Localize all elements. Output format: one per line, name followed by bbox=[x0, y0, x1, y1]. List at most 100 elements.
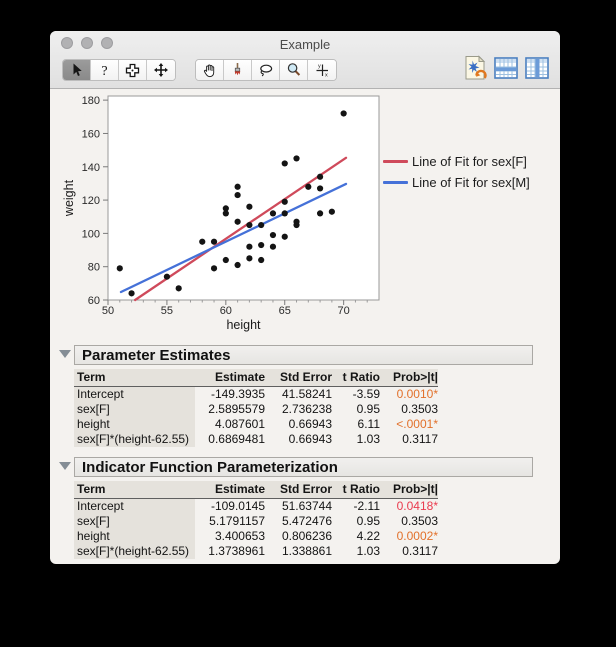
value-cell: 0.3503 bbox=[401, 402, 438, 416]
data-point[interactable] bbox=[128, 290, 135, 297]
hand-icon bbox=[203, 64, 215, 77]
x-axis-label: height bbox=[226, 318, 261, 332]
window-chrome: Example ? bbox=[50, 31, 560, 89]
x-tick-label: 65 bbox=[279, 305, 291, 317]
window-title: Example bbox=[279, 37, 331, 52]
value-cell: -149.3935 bbox=[210, 387, 265, 401]
data-point[interactable] bbox=[316, 210, 324, 217]
data-point[interactable] bbox=[281, 233, 288, 240]
rerun-script-button[interactable] bbox=[463, 55, 487, 81]
data-point[interactable] bbox=[246, 255, 253, 262]
data-table-columns-button[interactable] bbox=[525, 55, 549, 81]
section-header-parameter-estimates[interactable]: Parameter Estimates bbox=[74, 345, 533, 365]
data-point[interactable] bbox=[316, 173, 324, 180]
value-cell: 0.95 bbox=[356, 514, 380, 528]
value-cell: 0.806236 bbox=[281, 529, 332, 543]
data-point[interactable] bbox=[175, 285, 182, 292]
data-point[interactable] bbox=[246, 203, 253, 210]
term-cell: sex[F]*(height-62.55) bbox=[74, 544, 195, 559]
table-row[interactable]: height 4.087601 0.66943 6.11 <.0001* bbox=[74, 417, 438, 432]
data-point[interactable] bbox=[340, 110, 347, 117]
data-point[interactable] bbox=[328, 208, 335, 215]
table-row[interactable]: sex[F] 2.5895579 2.736238 0.95 0.3503 bbox=[74, 402, 438, 417]
minimize-button[interactable] bbox=[81, 37, 93, 49]
data-point[interactable] bbox=[305, 183, 312, 190]
data-point[interactable] bbox=[163, 273, 171, 280]
disclosure-triangle-parameter-estimates[interactable] bbox=[59, 350, 71, 358]
value-cell: -3.59 bbox=[352, 387, 380, 401]
plot-legend: Line of Fit for sex[F] Line of Fit for s… bbox=[383, 151, 530, 193]
data-point[interactable] bbox=[246, 243, 253, 250]
brush-tool-button[interactable] bbox=[224, 60, 252, 80]
zoom-button[interactable] bbox=[101, 37, 113, 49]
section-title: Indicator Function Parameterization bbox=[82, 459, 338, 476]
data-point[interactable] bbox=[258, 241, 265, 249]
term-cell: height bbox=[74, 417, 195, 432]
crosshair-tool-button[interactable]: y x bbox=[308, 60, 336, 80]
data-table-rows-icon bbox=[494, 57, 518, 79]
move-arrows-icon bbox=[154, 63, 168, 77]
table-row[interactable]: Intercept -149.3935 41.58241 -3.59 0.0010* bbox=[74, 387, 438, 402]
data-point[interactable] bbox=[210, 238, 218, 245]
table-row[interactable]: height 3.400653 0.806236 4.22 0.0002* bbox=[74, 529, 438, 544]
table-row[interactable]: sex[F] 5.1791157 5.472476 0.95 0.3503 bbox=[74, 514, 438, 529]
column-header: Estimate bbox=[195, 481, 265, 498]
value-cell: 0.0002* bbox=[396, 529, 438, 543]
column-header: Term bbox=[74, 481, 195, 498]
data-point[interactable] bbox=[234, 183, 241, 190]
titlebar[interactable]: Example bbox=[50, 31, 560, 57]
data-point[interactable] bbox=[234, 191, 241, 199]
section-header-indicator-function[interactable]: Indicator Function Parameterization bbox=[74, 457, 533, 477]
y-tick-label: 60 bbox=[88, 295, 100, 307]
data-point[interactable] bbox=[269, 210, 277, 217]
arrow-cursor-icon bbox=[73, 63, 82, 76]
data-point[interactable] bbox=[293, 221, 300, 229]
lasso-tool-button[interactable] bbox=[252, 60, 280, 80]
legend-item-sex-f: Line of Fit for sex[F] bbox=[383, 151, 530, 172]
table-row[interactable]: Intercept -109.0145 51.63744 -2.11 0.0418* bbox=[74, 499, 438, 514]
data-point[interactable] bbox=[281, 210, 288, 217]
help-tool-button[interactable]: ? bbox=[91, 60, 119, 80]
scroller-tool-button[interactable] bbox=[147, 60, 175, 80]
y-tick-label: 120 bbox=[82, 195, 100, 207]
value-cell: 0.0418* bbox=[396, 499, 438, 513]
table-row[interactable]: sex[F]*(height-62.55) 0.6869481 0.66943 1.0… bbox=[74, 432, 438, 447]
selection-tool-button[interactable] bbox=[119, 60, 147, 80]
fit-line-sex-f[interactable] bbox=[133, 156, 348, 302]
close-button[interactable] bbox=[61, 37, 73, 49]
y-tick-label: 140 bbox=[82, 162, 100, 174]
data-point[interactable] bbox=[258, 221, 265, 229]
data-point[interactable] bbox=[281, 160, 288, 167]
data-point[interactable] bbox=[258, 256, 265, 264]
data-point[interactable] bbox=[222, 205, 229, 212]
parameter-estimates-table: Term Estimate Std Error t Ratio Prob>|t| Inte… bbox=[74, 369, 438, 447]
crosshair-icon: y x bbox=[316, 64, 328, 78]
legend-item-sex-m: Line of Fit for sex[M] bbox=[383, 172, 530, 193]
data-point[interactable] bbox=[269, 231, 277, 239]
table-row[interactable]: sex[F]*(height-62.55) 1.3738961 1.338861 1.… bbox=[74, 544, 438, 559]
data-point[interactable] bbox=[269, 243, 277, 250]
data-point[interactable] bbox=[199, 238, 206, 245]
fit-line-sex-m[interactable] bbox=[119, 182, 348, 294]
table-header-row: Term Estimate Std Error t Ratio Prob>|t| bbox=[74, 369, 438, 387]
data-point[interactable] bbox=[246, 221, 253, 229]
data-point[interactable] bbox=[234, 261, 241, 269]
grabber-tool-button[interactable] bbox=[196, 60, 224, 80]
data-point[interactable] bbox=[293, 155, 300, 162]
scatter-plot[interactable]: 50 55 60 65 70 60 80 100 120 140 160 180 height weigh… bbox=[50, 88, 560, 344]
column-header: t Ratio bbox=[332, 369, 380, 386]
data-point[interactable] bbox=[222, 210, 229, 217]
data-point[interactable] bbox=[316, 185, 324, 192]
magnifier-tool-button[interactable] bbox=[280, 60, 308, 80]
disclosure-triangle-indicator-function[interactable] bbox=[59, 462, 71, 470]
data-point[interactable] bbox=[222, 256, 229, 264]
data-point[interactable] bbox=[210, 265, 218, 272]
value-cell: -109.0145 bbox=[210, 499, 265, 513]
svg-text:y: y bbox=[318, 64, 321, 70]
arrow-tool-button[interactable] bbox=[63, 60, 91, 80]
data-point[interactable] bbox=[116, 265, 123, 272]
data-point[interactable] bbox=[234, 218, 241, 225]
data-point[interactable] bbox=[281, 198, 288, 205]
data-table-rows-button[interactable] bbox=[494, 55, 518, 81]
